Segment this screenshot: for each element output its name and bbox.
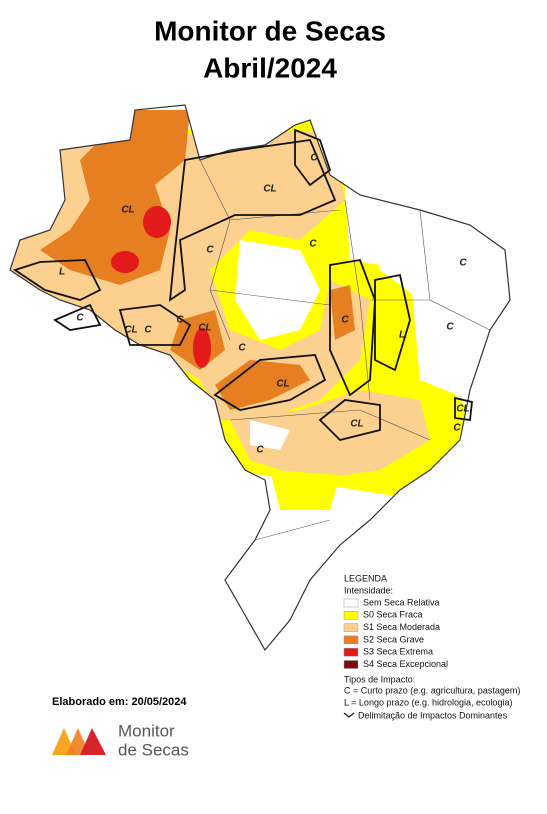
impact-line-icon (343, 712, 355, 718)
map-label: CL (198, 323, 211, 334)
map-label: C (446, 322, 454, 333)
logo: Monitor de Secas (52, 721, 189, 759)
map-label: CL (456, 404, 469, 415)
drought-areas (10, 110, 510, 650)
map-label: C (453, 423, 461, 434)
map-label: C (310, 153, 318, 164)
legend-label: S3 Seca Extrema (363, 647, 433, 657)
legend-swatch (343, 611, 359, 620)
map-label: CL (263, 184, 276, 195)
map-labels: C CL CL C L C CL C C CL C C C L CL C CL … (59, 153, 470, 456)
legend-swatch (343, 660, 359, 669)
subtitle: Abril/2024 (203, 52, 337, 83)
legend-label: S1 Seca Moderada (363, 622, 440, 632)
map-label: C (76, 313, 84, 324)
impact-title: Tipos de Impacto: (344, 674, 415, 684)
legend-label: S4 Seca Excepcional (363, 659, 448, 669)
map-label: CL (350, 419, 363, 430)
logo-text: de Secas (118, 740, 189, 759)
legend-label: S0 Seca Fraca (363, 610, 423, 620)
impact-item: C = Curto prazo (e.g. agricultura, pasta… (344, 685, 520, 695)
map-label: L (399, 330, 405, 341)
legend-swatch (343, 598, 359, 608)
legend: LEGENDA Intensidade: Tipos de Impacto: C… (343, 573, 520, 720)
map-label: L (59, 267, 65, 278)
map-label: C (144, 325, 152, 336)
map-label: C (309, 239, 317, 250)
legend-label: S2 Seca Grave (363, 634, 424, 644)
legend-title: LEGENDA (344, 573, 387, 583)
legend-subtitle: Intensidade: (344, 585, 393, 595)
map-label: CL (121, 205, 134, 216)
map: C CL CL C L C CL C C CL C C C L CL C CL … (9, 104, 511, 652)
map-label: C (206, 245, 214, 256)
map-label: C (341, 315, 349, 326)
map-label: CL (276, 379, 289, 390)
legend-swatch (343, 635, 359, 645)
logo-text: Monitor (118, 721, 175, 740)
map-label: C (238, 343, 246, 354)
map-label: C (459, 258, 467, 269)
impact-item: Delimitação de Impactos Dominantes (358, 710, 508, 720)
legend-swatch (343, 647, 359, 657)
map-label: C (256, 445, 264, 456)
title: Monitor de Secas (154, 15, 386, 46)
map-label: C (176, 315, 184, 326)
legend-swatch (343, 623, 359, 632)
impact-item: L = Longo prazo (e.g. hidrologia, ecolog… (344, 697, 513, 707)
credit: Elaborado em: 20/05/2024 (52, 696, 187, 708)
map-label: CL (124, 325, 137, 336)
legend-label: Sem Seca Relativa (363, 597, 440, 607)
